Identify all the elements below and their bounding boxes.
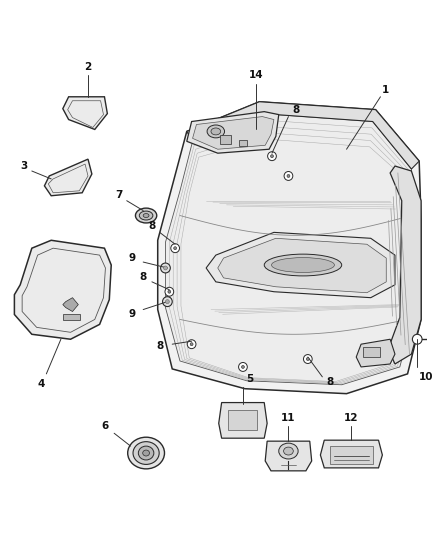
Circle shape xyxy=(166,300,170,304)
Ellipse shape xyxy=(133,442,159,464)
Text: 14: 14 xyxy=(249,70,264,80)
Bar xyxy=(63,314,80,320)
Polygon shape xyxy=(321,440,382,468)
Circle shape xyxy=(413,334,422,344)
Text: 2: 2 xyxy=(85,62,92,72)
Text: 8: 8 xyxy=(156,341,163,351)
Circle shape xyxy=(241,366,244,368)
Text: 8: 8 xyxy=(293,104,300,115)
Text: 4: 4 xyxy=(38,379,45,389)
Polygon shape xyxy=(193,117,274,149)
Bar xyxy=(228,410,258,430)
Ellipse shape xyxy=(264,254,342,276)
Bar xyxy=(363,347,381,357)
Circle shape xyxy=(190,343,193,346)
Circle shape xyxy=(287,174,290,177)
Text: 10: 10 xyxy=(419,372,434,382)
Polygon shape xyxy=(63,297,78,311)
Polygon shape xyxy=(14,240,111,339)
Circle shape xyxy=(163,266,167,270)
Ellipse shape xyxy=(128,437,165,469)
Polygon shape xyxy=(44,159,92,196)
Text: 7: 7 xyxy=(115,190,123,200)
Ellipse shape xyxy=(143,450,149,456)
Text: 8: 8 xyxy=(148,221,155,231)
Ellipse shape xyxy=(279,443,298,459)
Text: 8: 8 xyxy=(326,377,334,387)
Polygon shape xyxy=(219,402,267,438)
Text: 9: 9 xyxy=(128,253,135,263)
Polygon shape xyxy=(265,441,312,471)
Ellipse shape xyxy=(135,208,157,223)
Ellipse shape xyxy=(138,446,154,460)
Bar xyxy=(330,446,373,464)
Circle shape xyxy=(187,340,196,349)
Ellipse shape xyxy=(207,125,225,138)
Circle shape xyxy=(239,362,247,372)
Ellipse shape xyxy=(272,257,335,272)
Polygon shape xyxy=(166,114,413,385)
Circle shape xyxy=(162,297,172,306)
Circle shape xyxy=(306,358,309,360)
Ellipse shape xyxy=(283,447,293,455)
Circle shape xyxy=(165,287,174,296)
Circle shape xyxy=(284,172,293,180)
Text: 5: 5 xyxy=(246,374,253,384)
Text: 1: 1 xyxy=(381,85,389,95)
Circle shape xyxy=(304,354,312,364)
Circle shape xyxy=(271,155,273,158)
Circle shape xyxy=(161,263,170,273)
Polygon shape xyxy=(388,166,421,364)
Polygon shape xyxy=(356,339,395,367)
Polygon shape xyxy=(187,102,419,169)
Circle shape xyxy=(171,244,180,253)
Text: 11: 11 xyxy=(281,414,296,423)
Text: 12: 12 xyxy=(344,414,359,423)
Polygon shape xyxy=(158,102,421,394)
Circle shape xyxy=(168,290,171,293)
Text: 6: 6 xyxy=(102,421,109,431)
Polygon shape xyxy=(63,97,107,130)
Bar xyxy=(220,135,231,144)
Bar xyxy=(239,140,247,146)
Polygon shape xyxy=(218,238,386,293)
Text: 8: 8 xyxy=(140,272,147,282)
Ellipse shape xyxy=(211,128,221,135)
Polygon shape xyxy=(206,232,395,297)
Polygon shape xyxy=(187,111,279,153)
Text: 3: 3 xyxy=(21,161,28,171)
Circle shape xyxy=(174,247,177,249)
Circle shape xyxy=(268,152,276,160)
Ellipse shape xyxy=(139,211,153,220)
Text: 9: 9 xyxy=(128,310,135,319)
Ellipse shape xyxy=(143,214,149,217)
